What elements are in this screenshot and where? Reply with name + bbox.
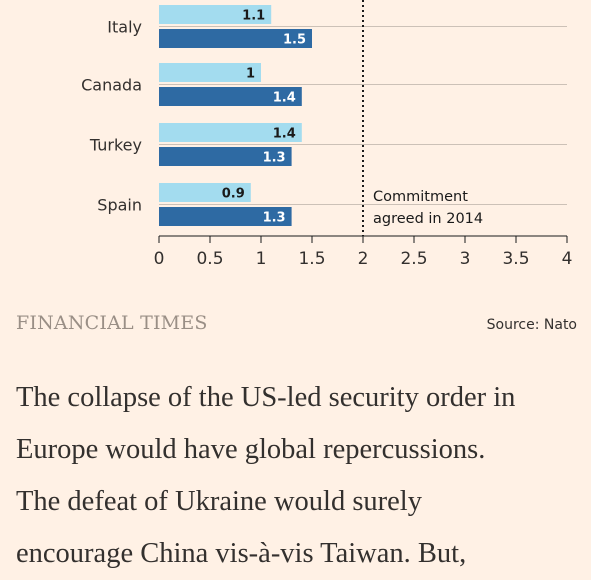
bar	[159, 207, 292, 226]
article-line: The collapse of the US-led security orde…	[16, 382, 516, 413]
brand-logo-text: FINANCIAL TIMES	[16, 312, 208, 334]
source-note: Source: Nato	[486, 317, 577, 333]
reference-line-group: Commitment agreed in 2014	[362, 0, 483, 236]
article-line: encourage China vis-à-vis Taiwan. But,	[16, 538, 467, 569]
bar	[159, 87, 302, 106]
x-tick-label: 3.5	[502, 249, 529, 269]
bar-value-label: 1.4	[273, 127, 296, 142]
article-line: Europe would have global repercussions.	[16, 434, 486, 465]
category-label: Italy	[107, 18, 142, 37]
bar-value-label: 1.4	[273, 91, 296, 106]
bar-value-label: 1.1	[242, 9, 265, 24]
x-tick-label: 4	[562, 249, 573, 269]
article-body: The collapse of the US-led security orde…	[16, 372, 584, 580]
bar-value-label: 1.3	[263, 151, 286, 166]
x-tick-label: 1.5	[298, 249, 325, 269]
category-label: Spain	[97, 196, 142, 215]
x-tick-label: 2	[358, 249, 369, 269]
bar	[159, 29, 312, 48]
bar	[159, 123, 302, 142]
x-tick-label: 2.5	[400, 249, 427, 269]
bar	[159, 63, 261, 82]
bar-value-label: 1.5	[283, 33, 306, 48]
bar-value-label: 1	[246, 67, 255, 82]
bar-value-label: 1.3	[263, 211, 286, 226]
bar	[159, 147, 292, 166]
bar	[159, 5, 272, 24]
bar	[159, 183, 251, 202]
x-tick-label: 3	[460, 249, 471, 269]
x-tick-label: 0.5	[196, 249, 223, 269]
reference-line-label: Commitment	[373, 189, 468, 205]
bars: 1.1 1.5 1 1.4 1.4 1.3 0.9 1.3	[159, 5, 312, 226]
bar-chart: 1.1 1.5 1 1.4 1.4 1.3 0.9 1.3 Commitment agreed …	[81, 0, 572, 270]
category-label: Canada	[81, 76, 142, 95]
category-label: Turkey	[89, 136, 142, 155]
bar-value-label: 0.9	[222, 187, 245, 202]
x-axis: Italy Canada Turkey Spain 0 0.5 1 1.5 2 2.5 3 3.5 4	[81, 18, 572, 270]
x-tick-label: 1	[256, 249, 267, 269]
x-tick-label: 0	[154, 249, 165, 269]
reference-line-label: agreed in 2014	[373, 211, 483, 227]
article-line: The defeat of Ukraine would surely	[16, 486, 422, 517]
